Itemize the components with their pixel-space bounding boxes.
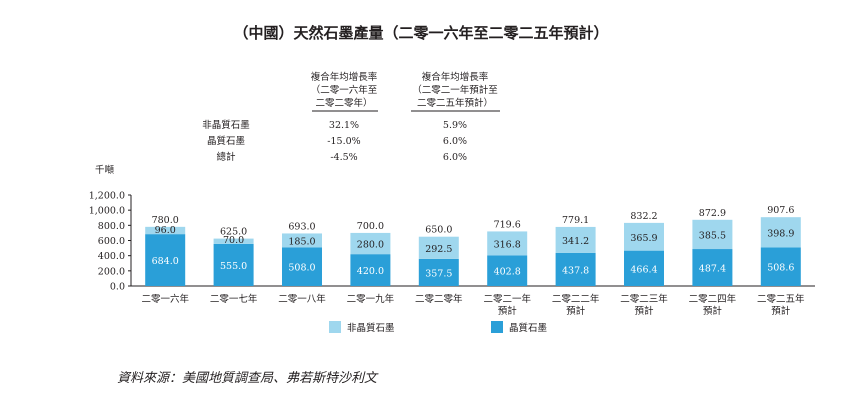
y-axis-unit: 千噸 (95, 164, 115, 176)
bar-amorphous-graphite (555, 226, 596, 253)
bar-crystalline-graphite (555, 252, 596, 286)
bar-crystalline-graphite (213, 243, 254, 286)
x-category-label: 二零二四年 (689, 293, 737, 305)
y-tick-label: 400.0 (98, 251, 125, 262)
x-category-label: 二零一八年 (278, 293, 326, 305)
legend-label: 非晶質石墨 (347, 322, 395, 334)
bar-amorphous-graphite (213, 238, 254, 244)
bar-amorphous-graphite (418, 236, 459, 259)
cagr-table: 複合年均增長率 （二零一六年至 二零二零年） 複合年均增長率 （二零二一年預計至… (202, 71, 500, 163)
bar-total-label: 872.9 (699, 208, 726, 219)
x-category-label: 預計 (566, 305, 586, 317)
x-category-label: 預計 (703, 305, 723, 317)
cagr-header-2-line-2: （二零二一年預計至 (412, 84, 498, 96)
bar-label-amorphous: 341.2 (562, 236, 589, 247)
bar-amorphous-graphite (282, 233, 322, 248)
bar-crystalline-graphite (760, 247, 801, 286)
y-tick-label: 600.0 (98, 236, 125, 247)
x-category-label: 二零一七年 (210, 293, 258, 305)
bar-crystalline-graphite (145, 234, 186, 286)
bar-total-label: 832.2 (630, 211, 657, 222)
bar-crystalline-graphite (350, 254, 391, 286)
bar-crystalline-graphite (418, 258, 459, 286)
cagr-row-value-2: 6.0% (443, 152, 467, 163)
bar-label-crystalline: 437.8 (562, 265, 589, 276)
source-note: 資料來源：美國地質調查局、弗若斯特沙利文 (117, 370, 379, 386)
bar-label-amorphous: 385.5 (699, 230, 726, 241)
cagr-row-value-1: 32.1% (329, 120, 359, 131)
bar-label-crystalline: 402.8 (494, 267, 521, 278)
bar-amorphous-graphite (487, 231, 528, 256)
x-category-label: 二零二五年 (757, 293, 805, 305)
bar-total-label: 907.6 (767, 205, 794, 216)
legend-label: 晶質石墨 (509, 322, 548, 334)
x-category-label: 二零二三年 (620, 293, 668, 305)
plot-area: 0.0 200.0 400.0 600.0 800.0 1,000.0 1,200.0 684… (89, 191, 815, 334)
bar-label-crystalline: 420.0 (357, 266, 384, 277)
cagr-row-value-1: -4.5% (330, 152, 357, 163)
cagr-header-1-line-1: 複合年均增長率 (311, 71, 378, 83)
bar-label-crystalline: 508.0 (288, 263, 315, 274)
bar-total-label: 719.6 (494, 219, 521, 230)
y-tick-label: 800.0 (98, 221, 125, 232)
x-category-label: 預計 (498, 305, 518, 317)
cagr-header-2-line-3: 二零二五年預計） (417, 97, 493, 109)
y-tick-label: 200.0 (98, 266, 125, 277)
x-category-label: 預計 (634, 305, 654, 317)
y-tick-label: 0.0 (110, 282, 125, 293)
x-category-label: 二零二一年 (483, 293, 531, 305)
bar-total-label: 779.1 (562, 215, 589, 226)
legend-swatch (329, 321, 341, 333)
bar-label-crystalline: 487.4 (699, 264, 726, 275)
bar-label-amorphous: 280.0 (357, 240, 384, 251)
bar-label-crystalline: 555.0 (220, 261, 247, 272)
chart-title: （中國）天然石墨產量（二零一六年至二零二五年預計） (233, 24, 608, 42)
bar-amorphous-graphite (350, 232, 391, 255)
bar-total-label: 650.0 (425, 225, 452, 236)
bar-label-crystalline: 466.4 (630, 264, 657, 275)
bar-label-amorphous: 316.8 (494, 239, 521, 250)
x-category-label: 二零二二年 (552, 293, 600, 305)
bar-amorphous-graphite (760, 217, 801, 248)
bar-crystalline-graphite (692, 249, 733, 286)
y-tick-label: 1,200.0 (89, 191, 125, 202)
cagr-header-2-line-1: 複合年均增長率 (422, 71, 489, 83)
bar-amorphous-graphite (692, 219, 733, 250)
cagr-row-value-1: -15.0% (327, 136, 360, 147)
cagr-header-1-line-3: 二零二零年） (315, 97, 372, 109)
bar-label-amorphous: 398.9 (767, 228, 794, 239)
bar-label-amorphous: 70.0 (223, 235, 244, 246)
bar-label-amorphous: 185.0 (288, 236, 315, 247)
cagr-row-value-2: 6.0% (443, 136, 467, 147)
cagr-row-value-2: 5.9% (443, 120, 467, 131)
y-tick-label: 1,000.0 (89, 206, 125, 217)
bar-label-amorphous: 292.5 (425, 244, 452, 255)
legend-swatch (491, 321, 503, 333)
bar-amorphous-graphite (624, 222, 664, 251)
cagr-row-label: 總計 (216, 151, 236, 163)
bar-crystalline-graphite (487, 255, 528, 286)
bar-total-label: 693.0 (288, 221, 315, 232)
bar-crystalline-graphite (282, 247, 322, 286)
cagr-row-label: 非晶質石墨 (202, 119, 250, 131)
cagr-header-1-line-2: （二零一六年至 (311, 84, 378, 96)
bar-total-label: 780.0 (152, 215, 179, 226)
x-category-label: 二零一九年 (347, 293, 395, 305)
bar-label-crystalline: 684.0 (152, 256, 179, 267)
x-category-label: 預計 (771, 305, 791, 317)
bar-total-label: 700.0 (357, 221, 384, 232)
cagr-row-label: 晶質石墨 (207, 135, 246, 147)
x-category-label: 二零二零年 (415, 293, 463, 305)
bar-label-crystalline: 508.6 (767, 263, 794, 274)
bar-amorphous-graphite (145, 226, 186, 235)
bar-total-label: 625.0 (220, 227, 247, 238)
bar-label-amorphous: 96.0 (155, 225, 176, 236)
bar-label-crystalline: 357.5 (425, 268, 452, 279)
x-category-label: 二零一六年 (141, 293, 189, 305)
bar-crystalline-graphite (624, 250, 664, 286)
bar-label-amorphous: 365.9 (630, 233, 657, 244)
